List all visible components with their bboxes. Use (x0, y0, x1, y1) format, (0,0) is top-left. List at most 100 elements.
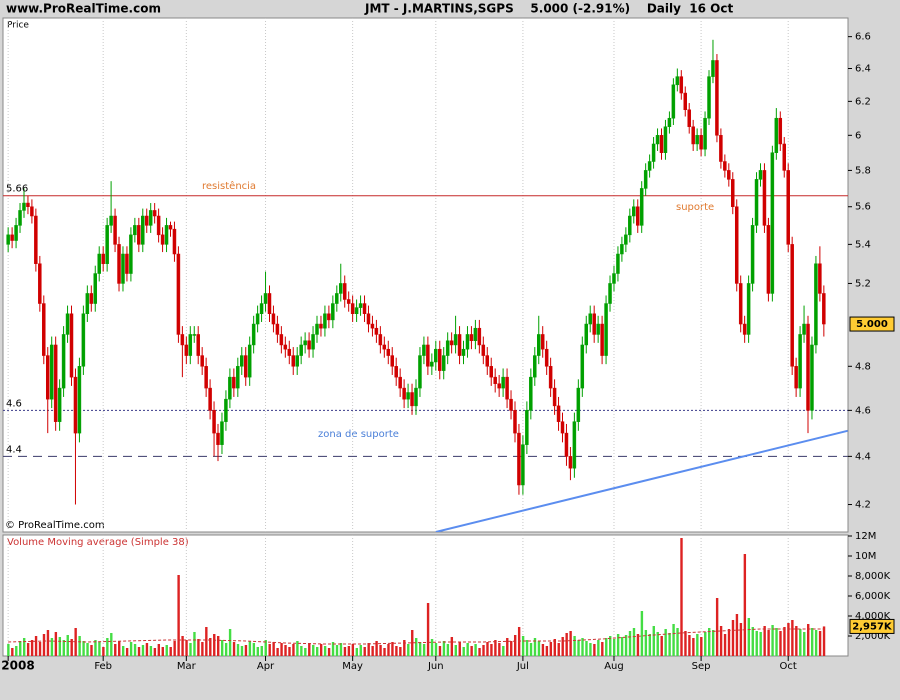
volume-bar (466, 643, 469, 656)
candle-body (101, 253, 105, 264)
candle-body (560, 421, 565, 434)
volume-bar (387, 644, 390, 656)
volume-bar (743, 554, 747, 656)
candle-body (65, 313, 70, 335)
candle-body (655, 135, 660, 145)
volume-bar (169, 647, 172, 656)
candle-body (600, 323, 604, 356)
volume-bar (751, 627, 754, 656)
y-tick-label: 8,000K (855, 571, 891, 582)
candle-body (291, 355, 295, 367)
volume-bar (795, 626, 798, 656)
candle-body (148, 210, 153, 226)
volume-bar (185, 640, 188, 656)
volume-bar (395, 646, 398, 656)
x-tick-label: Sep (692, 661, 711, 672)
volume-bar (197, 639, 200, 656)
candle-body (588, 313, 592, 325)
candle-body (782, 143, 786, 171)
volume-bar (34, 636, 38, 656)
candle-body (390, 355, 394, 367)
volume-bar (371, 646, 374, 656)
candle-body (418, 355, 422, 389)
candle-body (42, 303, 46, 356)
volume-bar (723, 634, 727, 656)
x-tick-label: Mar (177, 661, 197, 672)
volume-bar (612, 639, 616, 656)
candle-body (26, 202, 30, 207)
y-tick-label: 4.8 (855, 361, 871, 372)
candle-body (540, 334, 545, 350)
y-tick-label: 6.2 (855, 96, 871, 107)
volume-bar (434, 643, 438, 656)
candle-body (208, 387, 212, 411)
volume-bar (605, 638, 608, 656)
candle-body (228, 376, 232, 400)
candle-body (651, 143, 656, 162)
volume-bar (82, 641, 85, 656)
candle-body (200, 355, 204, 367)
candle-body (635, 206, 640, 226)
volume-bar (363, 647, 366, 656)
candle-body (144, 215, 149, 226)
candle-body (374, 327, 379, 335)
candle-body (639, 188, 644, 226)
candle-body (790, 244, 794, 367)
volume-bar (149, 646, 153, 656)
candle-body (461, 348, 466, 356)
candle-body (279, 334, 284, 346)
volume-bar (791, 620, 794, 656)
volume-bar (86, 643, 89, 656)
candle-body (224, 398, 228, 422)
candle-body (814, 263, 818, 346)
candle-body (445, 340, 450, 356)
candle-body (346, 299, 351, 304)
candle-body (659, 135, 664, 153)
volume-bar (601, 642, 604, 656)
volume-bar (355, 648, 359, 656)
candle-body (243, 355, 248, 378)
volume-bar (482, 645, 485, 656)
candle-body (822, 293, 826, 325)
volume-bar (648, 634, 652, 656)
candle-body (362, 303, 367, 314)
y-axis-label: Price (7, 21, 29, 31)
volume-bar (296, 641, 299, 656)
candle-body (453, 334, 458, 346)
volume-bar (490, 644, 493, 656)
candle-body (616, 253, 620, 274)
candle-body (794, 366, 798, 389)
volume-bar (205, 627, 208, 656)
volume-panel (2, 534, 849, 657)
volume-bar (438, 646, 442, 656)
candle-body (667, 117, 672, 127)
volume-bar (486, 642, 489, 656)
site-name: www.ProRealTime.com (6, 2, 161, 16)
candle-body (10, 234, 14, 241)
volume-bar (446, 644, 450, 656)
volume-bar (644, 630, 648, 656)
volume-bar (331, 642, 335, 656)
volume-bar (458, 642, 461, 656)
candle-body (473, 327, 478, 341)
plot-area (7, 535, 826, 656)
y-tick-label: 6.6 (855, 32, 871, 43)
candle-body (38, 263, 42, 304)
volume-bar (264, 640, 267, 656)
volume-bar (161, 647, 164, 656)
volume-bar (300, 646, 303, 656)
volume-bar (807, 624, 810, 656)
candle-body (738, 283, 743, 325)
volume-bar (747, 618, 751, 656)
candle-body (711, 60, 715, 77)
volume-bar (181, 636, 184, 656)
volume-bar (102, 647, 105, 656)
candle-body (121, 253, 125, 284)
candle-body (556, 405, 561, 422)
volume-bar (676, 628, 679, 656)
volume-bar (213, 634, 216, 656)
volume-bar (38, 642, 42, 656)
volume-bar (125, 648, 129, 656)
level-label: 5.66 (6, 184, 28, 195)
candle-body (366, 313, 371, 325)
